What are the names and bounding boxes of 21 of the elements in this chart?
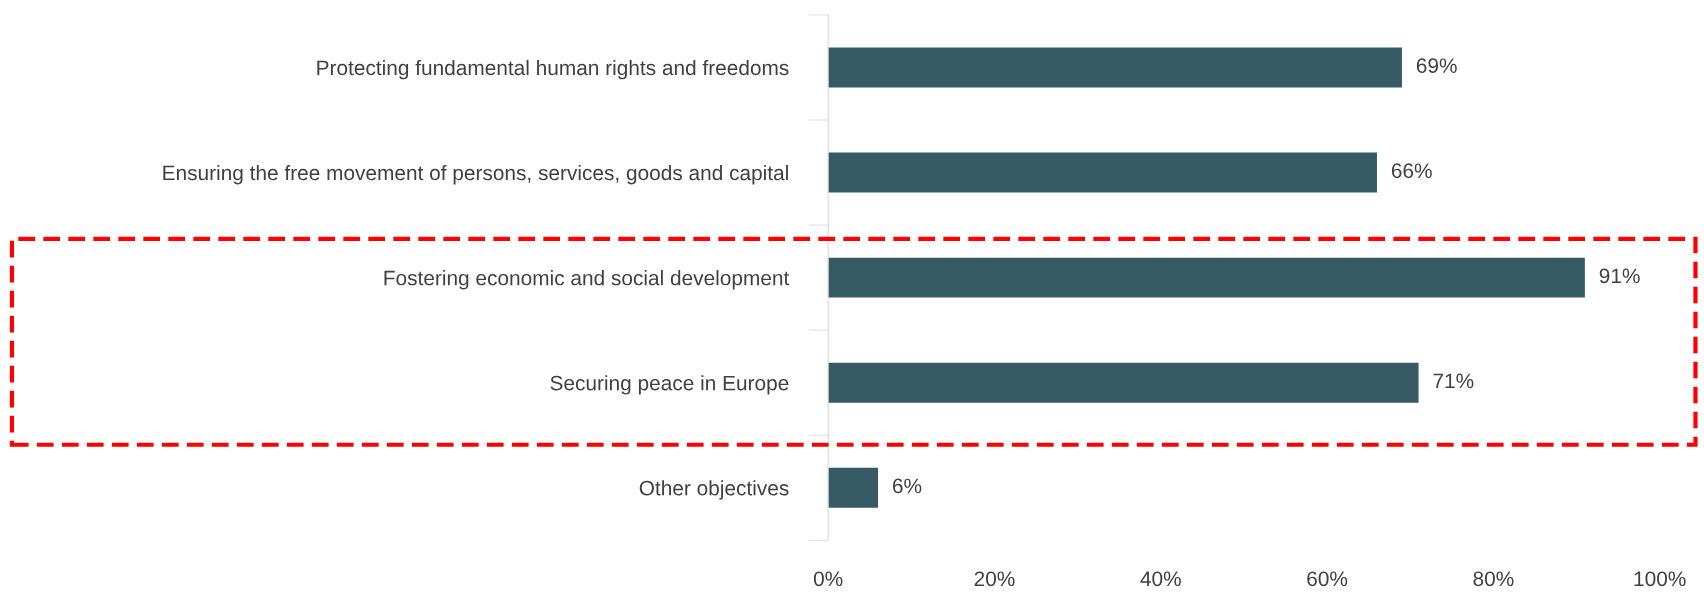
bar — [828, 152, 1377, 193]
y-tick-label: Ensuring the free movement of persons, services, goods and capital — [163, 164, 788, 185]
data-label: 66% — [1391, 163, 1432, 179]
x-tick-label: 0% — [813, 571, 843, 587]
x-tick-label: 80% — [1473, 571, 1514, 587]
x-tick-label: 60% — [1307, 571, 1348, 587]
data-label: 71% — [1433, 373, 1474, 389]
y-tick-label: Securing peace in Europe — [550, 375, 789, 395]
bar — [828, 257, 1585, 298]
data-label: 91% — [1599, 268, 1640, 284]
x-tick-label: 20% — [974, 571, 1015, 587]
bar — [828, 362, 1419, 403]
y-tick-label: Fostering economic and social development — [384, 270, 790, 290]
y-tick-label: Other objectives — [639, 480, 789, 500]
bar — [828, 47, 1402, 88]
x-tick-label: 100% — [1634, 571, 1686, 587]
data-label: 69% — [1416, 58, 1457, 74]
data-label: 6% — [892, 478, 922, 494]
bar — [828, 467, 879, 508]
y-tick-label: Protecting fundamental human rights and freedoms — [317, 59, 789, 80]
x-tick-label: 40% — [1140, 571, 1181, 587]
